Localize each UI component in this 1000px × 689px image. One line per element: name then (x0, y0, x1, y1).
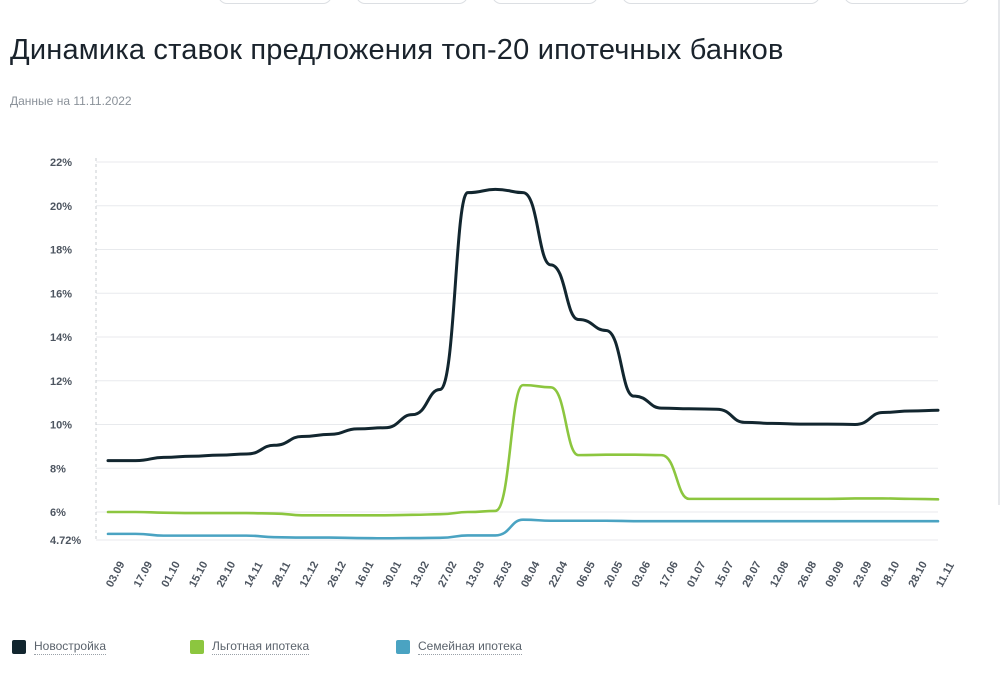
x-tick-label: 12.12 (298, 559, 322, 589)
scrollbar-edge (998, 0, 1000, 505)
x-tick-label: 17.06 (657, 559, 681, 589)
legend-item-semeynaya[interactable]: Семейная ипотека (396, 639, 522, 655)
x-tick-label: 01.10 (159, 559, 183, 589)
y-tick-label: 14% (50, 332, 72, 344)
legend-item-novostroika[interactable]: Новостройка (12, 639, 106, 655)
x-tick-label: 23.09 (851, 559, 875, 589)
top-tab[interactable] (218, 0, 332, 4)
x-tick-label: 15.10 (187, 559, 211, 589)
x-tick-label: 06.05 (574, 559, 598, 589)
x-tick-label: 17.09 (132, 559, 156, 589)
legend-label: Льготная ипотека (212, 639, 310, 655)
chart-series (106, 187, 940, 540)
x-tick-label: 29.07 (740, 559, 764, 589)
data-date-subtitle: Данные на 11.11.2022 (10, 94, 132, 108)
y-tick-label: 20% (50, 201, 72, 213)
y-axis: 22% 20% 18% 16% 14% 12% 10% 8% 6% 4.72% (50, 157, 81, 547)
x-tick-label: 15.07 (713, 559, 737, 589)
x-tick-label: 28.11 (270, 560, 293, 589)
top-tab[interactable] (492, 0, 598, 4)
x-tick-label: 29.10 (215, 559, 239, 589)
x-tick-label: 22.04 (547, 559, 571, 590)
x-tick-label: 26.08 (796, 559, 820, 589)
x-tick-label: 26.12 (325, 559, 349, 589)
x-tick-label: 25.03 (491, 559, 515, 589)
y-tick-label: 10% (50, 420, 72, 432)
y-tick-label: 12% (50, 376, 72, 388)
page-title: Динамика ставок предложения топ-20 ипоте… (10, 34, 784, 66)
legend-item-lgotnaya[interactable]: Льготная ипотека (190, 639, 310, 655)
y-tick-label: 16% (50, 288, 72, 300)
top-tab[interactable] (356, 0, 468, 4)
series-line (106, 383, 940, 517)
y-tick-label: 4.72% (50, 535, 81, 547)
legend-swatch (396, 640, 410, 654)
x-tick-label: 28.10 (906, 559, 930, 589)
legend-swatch (190, 640, 204, 654)
x-tick-label: 03.06 (630, 559, 654, 589)
y-tick-label: 6% (50, 507, 66, 519)
x-tick-label: 20.05 (602, 559, 626, 589)
x-tick-label: 11.11 (934, 561, 957, 590)
x-axis: 03.09 17.09 01.10 15.10 29.10 14.11 28.11 12.12… (104, 559, 957, 590)
legend-label: Семейная ипотека (418, 639, 522, 655)
x-tick-label: 03.09 (104, 559, 128, 589)
x-tick-label: 08.04 (519, 559, 543, 590)
x-tick-label: 14.11 (242, 560, 265, 589)
chart-grid (95, 158, 938, 541)
y-tick-label: 22% (50, 157, 72, 169)
top-tab-bar (0, 0, 1000, 4)
top-tab[interactable] (844, 0, 970, 4)
x-tick-label: 13.03 (464, 559, 488, 589)
x-tick-label: 16.01 (353, 559, 377, 589)
x-tick-label: 08.10 (879, 559, 903, 589)
x-tick-label: 09.09 (823, 559, 847, 589)
y-tick-label: 8% (50, 463, 66, 475)
legend-swatch (12, 640, 26, 654)
x-tick-label: 12.08 (768, 559, 792, 589)
x-tick-label: 01.07 (685, 559, 709, 589)
series-line (106, 518, 940, 540)
x-tick-label: 27.02 (436, 559, 460, 589)
rates-line-chart: 22%20%18%16%14%12%10%8%6%4.72% 03.09 17.0… (50, 157, 957, 590)
y-tick-label: 18% (50, 245, 72, 257)
series-line (106, 187, 940, 463)
legend-label: Новостройка (34, 639, 106, 655)
chart-legend: Новостройка Льготная ипотека Семейная ип… (0, 639, 1000, 663)
top-tab[interactable] (622, 0, 820, 4)
x-tick-label: 13.02 (408, 559, 432, 589)
x-tick-label: 30.01 (381, 559, 405, 589)
